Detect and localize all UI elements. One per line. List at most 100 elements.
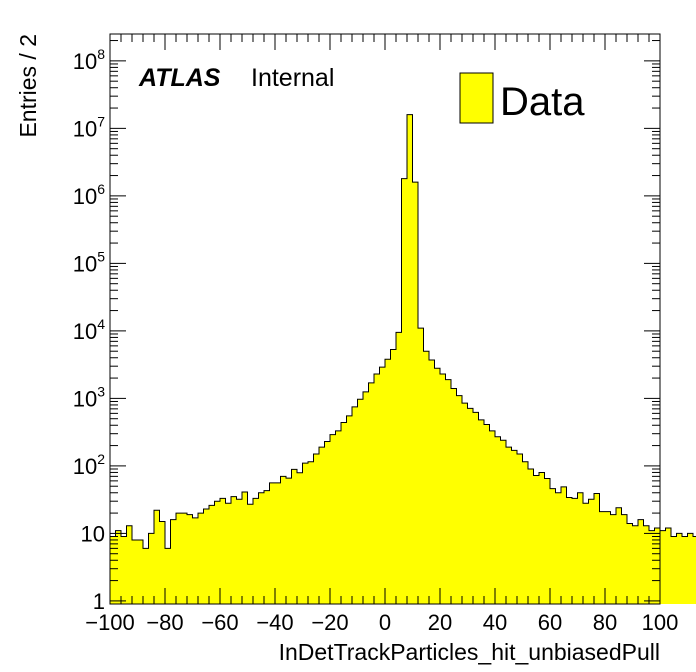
histogram-bar [176,513,182,604]
histogram-bar [654,528,661,604]
histogram-bar [665,528,672,604]
x-axis-tick-labels: −100 −80 −60 −40 −20 0 20 40 60 80 100 [85,610,678,635]
histogram-bar [159,521,166,604]
histogram-bar [605,511,611,604]
histogram-bar [511,450,518,604]
histogram-bar [566,497,573,604]
histogram-bar [385,359,391,604]
x-tick-label: −60 [201,610,238,635]
atlas-label: ATLAS [138,64,221,92]
histogram-bar [610,514,617,604]
histogram-bar [555,492,562,604]
x-tick-label: 100 [642,610,679,635]
x-tick-label: −80 [146,610,183,635]
histogram-bar [220,498,226,604]
histogram-bar [110,536,116,604]
histogram-bar [693,536,696,604]
histogram-bar [533,475,540,604]
histogram-bar [544,478,551,604]
x-axis-title: InDetTrackParticles_hit_unbiasedPull [279,639,660,665]
histogram-bar [682,536,688,604]
histogram-bar [121,536,127,604]
histogram-bar [341,422,347,604]
x-tick-label: 0 [379,610,391,635]
histogram-bar [500,440,507,604]
histogram-bar [203,508,210,604]
histogram-bar [676,533,683,604]
histogram-bar [599,511,606,604]
histogram-bar [198,513,204,604]
histogram-bar [445,379,452,604]
histogram-bar [143,548,149,604]
histogram-bar [346,415,353,604]
histogram-bar [473,412,479,604]
histogram-bar [170,519,177,604]
histogram-bar [643,525,650,604]
histogram-bar [192,517,199,604]
histogram-bar [231,496,237,604]
histogram-bar [671,536,677,604]
histogram-bar [258,492,265,604]
y-tick-label: 1 [93,589,105,614]
histogram-bar [214,501,221,604]
histogram-bar [187,514,193,604]
y-tick-label: 106 [73,181,105,209]
histogram-bar [209,505,215,604]
histogram-bar [467,408,474,604]
histogram-bar [297,472,303,604]
histogram-bar [561,486,567,604]
histogram-bar [687,533,694,604]
histogram-bar [247,504,254,604]
histogram-bar [291,469,298,604]
histogram-bar [269,482,276,604]
histogram-bar [148,533,155,604]
y-tick-label: 10 [81,521,105,546]
histogram-bar [324,441,331,604]
histogram-bar [632,525,639,604]
histogram-bar [154,510,160,604]
histogram-bar [264,490,270,604]
histogram-bar [363,391,369,604]
histogram-bar [390,349,397,604]
histogram-bars [110,114,696,605]
histogram-bar [522,461,529,604]
histogram-bar [577,492,584,604]
histogram-bar [401,178,408,604]
histogram-bar [253,498,259,604]
histogram-bar [660,530,666,604]
histogram-bar [456,395,463,604]
histogram-bar [165,548,171,604]
histogram-bar [594,493,600,604]
histogram-bar [583,503,589,604]
histogram-bar [280,476,287,604]
histogram-bar [357,399,364,604]
x-tick-label: 80 [593,610,617,635]
histogram-bar [649,530,655,604]
histogram-bar [638,519,644,604]
y-axis-title: Entries / 2 [15,34,41,138]
histogram-bar [132,539,138,604]
histogram-bar [434,368,441,604]
y-tick-label: 107 [73,113,105,141]
histogram-bar [588,499,595,604]
histogram-bar [302,463,309,604]
histogram-bar [396,332,402,604]
histogram-bar [286,478,292,604]
x-tick-label: 40 [483,610,507,635]
x-tick-label: −20 [311,610,348,635]
histogram-bar [115,530,122,604]
histogram-bar [484,424,490,604]
histogram-bar [478,419,485,604]
histogram-bar [330,434,336,604]
histogram-bar [225,503,232,604]
x-tick-label: 20 [428,610,452,635]
legend-label: Data [500,80,585,124]
internal-label: Internal [251,64,334,92]
histogram-bar [137,539,144,604]
histogram-bar [319,447,325,604]
histogram-bar [489,430,496,604]
histogram-outline [109,114,696,604]
histogram-bar [539,472,545,604]
y-tick-label: 108 [73,46,105,74]
